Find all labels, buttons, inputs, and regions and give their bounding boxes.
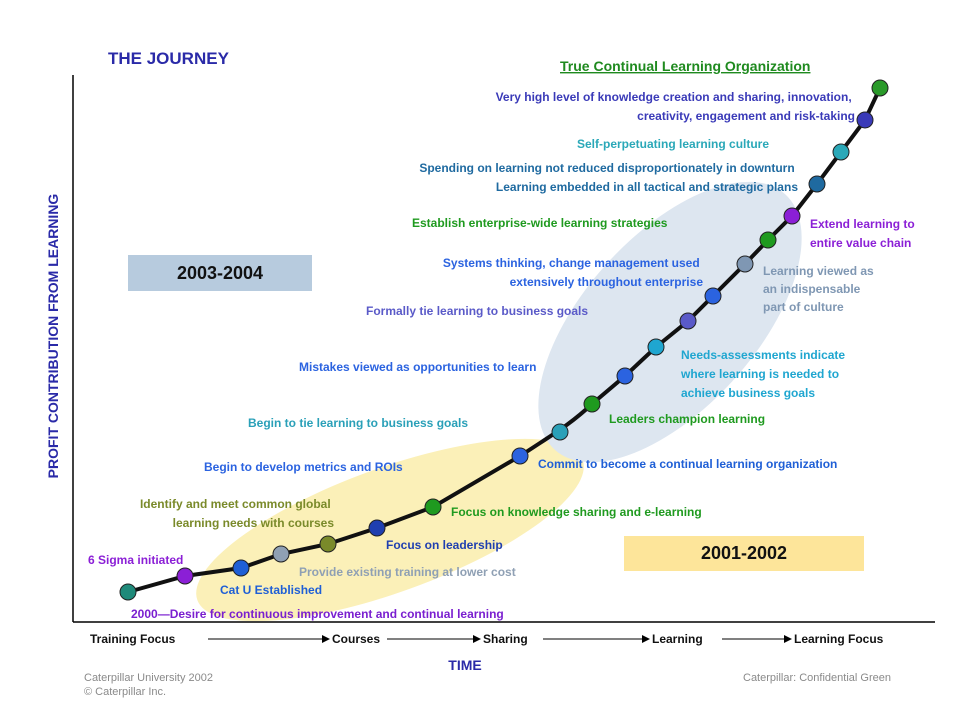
end-dot (871, 79, 889, 97)
common-global-dot (319, 535, 337, 553)
stage-arrowhead (784, 635, 792, 643)
formally-tie-label: Formally tie learning to business goals (366, 304, 588, 318)
footer-classification: Caterpillar: Confidential Green (743, 672, 891, 684)
very-high-dot (856, 111, 874, 129)
stage-sharing: Sharing (483, 632, 528, 646)
metrics-dot (511, 447, 529, 465)
footer-copyright: © Caterpillar Inc. (84, 686, 167, 698)
metrics-label: Begin to develop metrics and ROIs (204, 460, 403, 474)
milestone-labels: 6 Sigma initiated 2000—Desire for contin… (88, 90, 918, 621)
indispensable-label: Learning viewed as an indispensable part… (763, 264, 877, 314)
footer-left: Caterpillar University 2002 © Caterpilla… (84, 671, 213, 699)
value-chain-label: Extend learning to entire value chain (810, 217, 918, 250)
needs-assessments-label: Needs-assessments indicate where learnin… (680, 348, 848, 400)
period-label: 2003-2004 (176, 262, 264, 283)
milestone-dots (119, 79, 889, 601)
top-goal-label: True Continual Learning Organization (560, 58, 810, 74)
leadership-dot (368, 519, 386, 537)
stage-progression: Training Focus Courses Sharing Learning … (90, 632, 884, 646)
indispensable-dot (736, 255, 754, 273)
formally-tie-dot (679, 312, 697, 330)
stage-arrowhead (642, 635, 650, 643)
systems-thinking-dot (704, 287, 722, 305)
stage-training-focus: Training Focus (90, 632, 176, 646)
six-sigma-dot (176, 567, 194, 585)
existing-training-label: Provide existing training at lower cost (299, 565, 516, 579)
self-perpetuating-dot (832, 143, 850, 161)
mistakes-label: Mistakes viewed as opportunities to lear… (299, 360, 536, 374)
mistakes-dot (616, 367, 634, 385)
knowledge-sharing-dot (424, 498, 442, 516)
y-axis-label: PROFIT CONTRIBUTION FROM LEARNING (45, 194, 61, 479)
cat-u-dot (232, 559, 250, 577)
self-perpetuating-label: Self-perpetuating learning culture (577, 137, 769, 151)
tie-begin-dot (551, 423, 569, 441)
diagram-title: THE JOURNEY (108, 49, 230, 68)
leaders-champion-label: Leaders champion learning (609, 412, 765, 426)
footer-org: Caterpillar University 2002 (84, 672, 213, 684)
period-label: 2001-2002 (700, 543, 788, 563)
commit-label: Commit to become a continual learning or… (538, 457, 837, 471)
stage-learning: Learning (652, 632, 703, 646)
footer-right: Caterpillar: Confidential Green (743, 671, 891, 685)
stage-learning-focus: Learning Focus (794, 632, 884, 646)
leaders-champion-dot (583, 395, 601, 413)
leadership-label: Focus on leadership (386, 538, 503, 552)
value-chain-dot (783, 207, 801, 225)
six-sigma-label: 6 Sigma initiated (88, 553, 183, 567)
stage-courses: Courses (332, 632, 380, 646)
existing-training-dot (272, 545, 290, 563)
very-high-label: Very high level of knowledge creation an… (496, 90, 855, 123)
early-phase-highlight (196, 438, 584, 622)
period-box-2001-2002: 2001-2002 (624, 536, 864, 571)
knowledge-sharing-label: Focus on knowledge sharing and e-learnin… (451, 505, 702, 519)
spending-dot (808, 175, 826, 193)
enterprise-wide-label: Establish enterprise-wide learning strat… (412, 216, 668, 230)
enterprise-wide-dot (759, 231, 777, 249)
stage-arrowhead (322, 635, 330, 643)
tie-begin-label: Begin to tie learning to business goals (248, 416, 468, 430)
stage-arrowhead (473, 635, 481, 643)
spending-label: Spending on learning not reduced disprop… (419, 161, 798, 194)
cat-u-label: Cat U Established (220, 583, 322, 597)
common-global-label: Identify and meet common global learning… (140, 497, 334, 530)
start-dot (119, 583, 137, 601)
x-axis-label: TIME (448, 657, 481, 673)
systems-thinking-label: Systems thinking, change management used… (443, 256, 703, 289)
needs-assessments-dot (647, 338, 665, 356)
desire-improvement-label: 2000—Desire for continuous improvement a… (131, 607, 504, 621)
period-box-2003-2004: 2003-2004 (128, 255, 312, 291)
